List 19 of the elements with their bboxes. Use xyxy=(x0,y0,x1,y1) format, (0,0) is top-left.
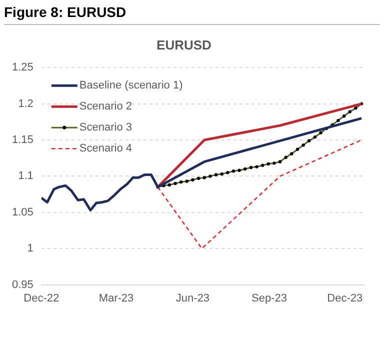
x-tick-label: Dec-22 xyxy=(24,292,60,304)
legend-label: Baseline (scenario 1) xyxy=(79,80,183,92)
chart-title: Figure 8: EURUSD xyxy=(4,4,380,25)
x-tick-label: Sep-23 xyxy=(251,292,287,304)
x-tick-label: Dec-23 xyxy=(327,292,363,304)
y-tick-label: 1 xyxy=(27,242,34,255)
chart-subtitle: EURUSD xyxy=(156,37,212,52)
y-tick-label: 1.1 xyxy=(18,170,34,182)
y-tick-label: 1.25 xyxy=(12,62,34,74)
legend-label: Scenario 4 xyxy=(79,142,132,155)
y-tick-label: 1.05 xyxy=(12,206,34,218)
legend-label: Scenario 2 xyxy=(79,100,132,113)
x-tick-label: Mar-23 xyxy=(98,292,134,304)
x-tick-label: Jun-23 xyxy=(176,292,210,304)
y-tick-label: 1.15 xyxy=(12,134,34,146)
line-series xyxy=(157,139,362,250)
y-tick-label: 0.95 xyxy=(12,278,34,291)
y-tick-label: 1.2 xyxy=(18,98,34,110)
legend-label: Scenario 3 xyxy=(79,122,132,134)
